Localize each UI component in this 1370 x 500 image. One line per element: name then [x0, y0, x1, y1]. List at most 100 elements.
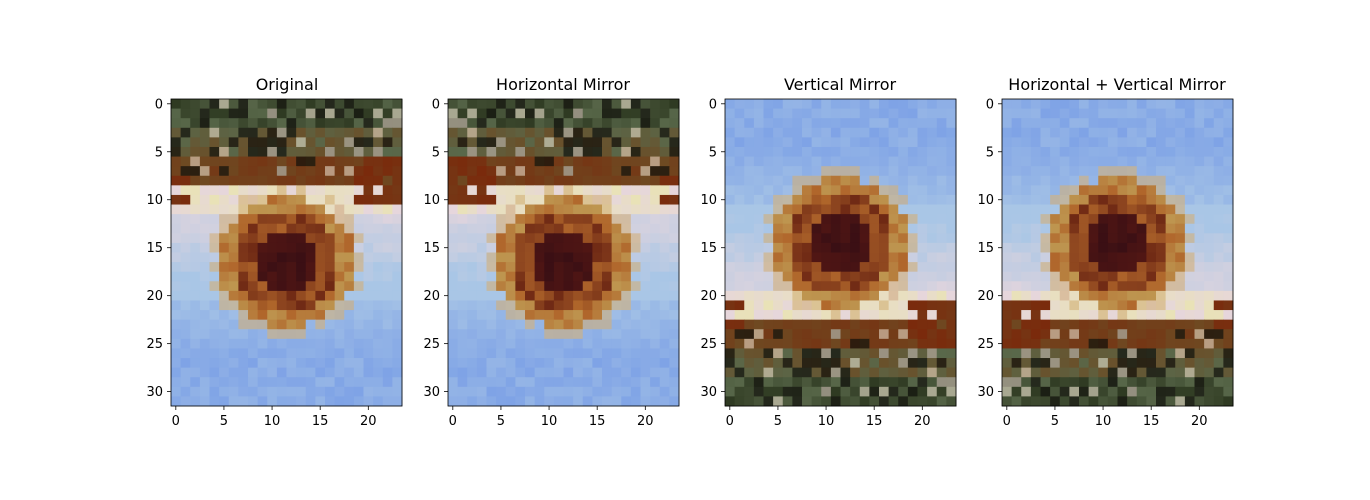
image-pixel	[1030, 252, 1042, 263]
image-pixel	[917, 175, 928, 186]
image-pixel	[907, 185, 919, 196]
image-pixel	[382, 214, 393, 225]
image-pixel	[859, 108, 870, 119]
image-pixel	[344, 137, 355, 148]
image-pixel	[457, 281, 468, 292]
image-pixel	[830, 377, 842, 388]
image-pixel	[621, 329, 632, 340]
image-pixel	[1069, 262, 1080, 273]
image-pixel	[171, 118, 182, 129]
image-pixel	[496, 99, 507, 110]
image-pixel	[363, 108, 374, 119]
image-pixel	[1194, 108, 1205, 119]
image-pixel	[1136, 348, 1147, 359]
image-pixel	[1213, 118, 1224, 129]
image-pixel	[476, 137, 488, 148]
image-pixel	[1021, 290, 1032, 301]
image-pixel	[1223, 99, 1234, 110]
image-pixel	[802, 175, 813, 186]
image-pixel	[621, 118, 632, 129]
image-pixel	[927, 358, 938, 369]
image-pixel	[859, 137, 870, 148]
image-pixel	[936, 271, 947, 282]
image-pixel	[1165, 348, 1176, 359]
image-pixel	[744, 262, 755, 273]
image-pixel	[1223, 233, 1234, 244]
image-pixel	[840, 319, 851, 330]
image-pixel	[267, 185, 278, 196]
image-pixel	[1194, 262, 1205, 273]
image-pixel	[1021, 194, 1032, 206]
image-pixel	[544, 290, 555, 301]
image-pixel	[496, 281, 507, 292]
image-pixel	[515, 329, 526, 340]
image-pixel	[553, 329, 565, 340]
image-pixel	[276, 127, 288, 138]
image-pixel	[1127, 252, 1138, 263]
image-pixel	[276, 108, 288, 119]
image-pixel	[238, 185, 249, 196]
image-pixel	[763, 281, 774, 292]
image-pixel	[725, 137, 736, 148]
image-pixel	[725, 204, 736, 215]
image-pixel	[1040, 108, 1051, 119]
image-pixel	[238, 156, 249, 167]
image-pixel	[888, 252, 899, 263]
image-pixel	[534, 271, 545, 282]
image-pixel	[621, 166, 632, 177]
image-pixel	[190, 118, 201, 129]
image-pixel	[457, 99, 468, 110]
image-pixel	[830, 252, 842, 263]
image-pixel	[257, 137, 268, 148]
image-pixel	[199, 367, 211, 378]
image-pixel	[334, 319, 345, 330]
image-pixel	[669, 166, 680, 177]
image-pixel	[917, 281, 928, 292]
image-pixel	[334, 329, 345, 340]
image-pixel	[753, 271, 765, 282]
image-pixel	[850, 377, 861, 388]
image-pixel	[830, 194, 842, 206]
image-pixel	[734, 338, 745, 349]
image-pixel	[199, 290, 211, 301]
image-pixel	[228, 358, 239, 369]
image-pixel	[544, 242, 555, 253]
image-pixel	[305, 348, 316, 359]
image-pixel	[363, 396, 374, 407]
image-pixel	[553, 300, 565, 311]
image-pixel	[1107, 166, 1119, 177]
image-pixel	[611, 310, 622, 321]
image-pixel	[228, 118, 239, 129]
image-pixel	[725, 156, 736, 167]
image-pixel	[1165, 262, 1176, 273]
image-pixel	[382, 166, 393, 177]
image-pixel	[1204, 175, 1215, 186]
image-pixel	[363, 338, 374, 349]
image-pixel	[325, 396, 336, 407]
image-pixel	[1030, 242, 1042, 253]
image-pixel	[917, 367, 928, 378]
image-pixel	[1059, 194, 1070, 206]
image-pixel	[1030, 166, 1042, 177]
image-pixel	[582, 300, 593, 311]
image-pixel	[248, 166, 259, 177]
image-pixel	[344, 338, 355, 349]
image-pixel	[640, 175, 651, 186]
image-pixel	[344, 377, 355, 388]
image-pixel	[1030, 108, 1042, 119]
image-pixel	[1175, 175, 1186, 186]
image-pixel	[763, 108, 774, 119]
image-pixel	[1107, 214, 1119, 225]
image-pixel	[744, 386, 755, 397]
image-pixel	[611, 127, 622, 138]
image-pixel	[1002, 281, 1013, 292]
image-pixel	[917, 319, 928, 330]
image-pixel	[630, 338, 642, 349]
image-pixel	[927, 137, 938, 148]
image-pixel	[1059, 300, 1070, 311]
image-pixel	[1107, 146, 1119, 158]
image-pixel	[1136, 329, 1147, 340]
image-pixel	[257, 271, 268, 282]
image-pixel	[782, 319, 793, 330]
image-pixel	[344, 194, 355, 206]
